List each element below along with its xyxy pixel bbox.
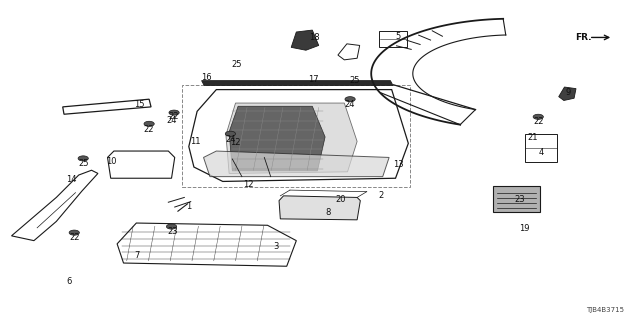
Circle shape — [225, 131, 236, 136]
Circle shape — [533, 114, 543, 119]
Text: 9: 9 — [566, 88, 571, 97]
Text: 18: 18 — [310, 33, 320, 42]
Text: 17: 17 — [308, 75, 319, 84]
Text: 12: 12 — [230, 138, 240, 147]
Text: 21: 21 — [528, 133, 538, 142]
Circle shape — [78, 156, 88, 161]
Text: 1: 1 — [186, 202, 191, 211]
Text: 23: 23 — [168, 227, 178, 236]
Polygon shape — [229, 106, 325, 171]
Bar — [525, 134, 557, 162]
Text: 16: 16 — [201, 73, 211, 82]
Text: 25: 25 — [78, 159, 88, 168]
Text: 12: 12 — [243, 180, 253, 189]
Polygon shape — [279, 196, 360, 220]
Circle shape — [144, 121, 154, 126]
Text: 23: 23 — [515, 195, 525, 204]
Circle shape — [166, 224, 177, 229]
Text: 8: 8 — [325, 208, 330, 217]
Text: 7: 7 — [134, 252, 140, 260]
Text: 24: 24 — [166, 116, 177, 124]
Text: 14: 14 — [67, 175, 77, 184]
FancyBboxPatch shape — [493, 186, 540, 212]
Polygon shape — [226, 103, 357, 173]
Text: 19: 19 — [520, 224, 530, 233]
Text: 22: 22 — [144, 125, 154, 134]
Text: 22: 22 — [69, 233, 79, 242]
Text: 10: 10 — [106, 157, 116, 166]
Text: 24: 24 — [225, 135, 236, 144]
Text: FR.: FR. — [575, 33, 591, 42]
Text: 22: 22 — [533, 117, 543, 126]
Polygon shape — [559, 87, 576, 100]
Text: 13: 13 — [393, 160, 403, 169]
Text: 6: 6 — [67, 277, 72, 286]
Text: 20: 20 — [335, 195, 346, 204]
Text: 4: 4 — [538, 148, 543, 156]
Text: 24: 24 — [345, 100, 355, 108]
Text: 5: 5 — [396, 32, 401, 41]
Text: 3: 3 — [274, 242, 279, 251]
Circle shape — [345, 97, 355, 102]
Text: 25: 25 — [349, 76, 360, 85]
Polygon shape — [291, 30, 319, 50]
Circle shape — [169, 110, 179, 115]
Text: TJB4B3715: TJB4B3715 — [586, 307, 624, 313]
Text: 2: 2 — [378, 191, 383, 200]
Text: 22: 22 — [169, 112, 179, 121]
Polygon shape — [202, 81, 393, 85]
Text: 25: 25 — [232, 60, 242, 69]
Circle shape — [69, 230, 79, 235]
Text: 15: 15 — [134, 100, 145, 108]
Text: 11: 11 — [190, 137, 200, 146]
Polygon shape — [204, 151, 389, 177]
